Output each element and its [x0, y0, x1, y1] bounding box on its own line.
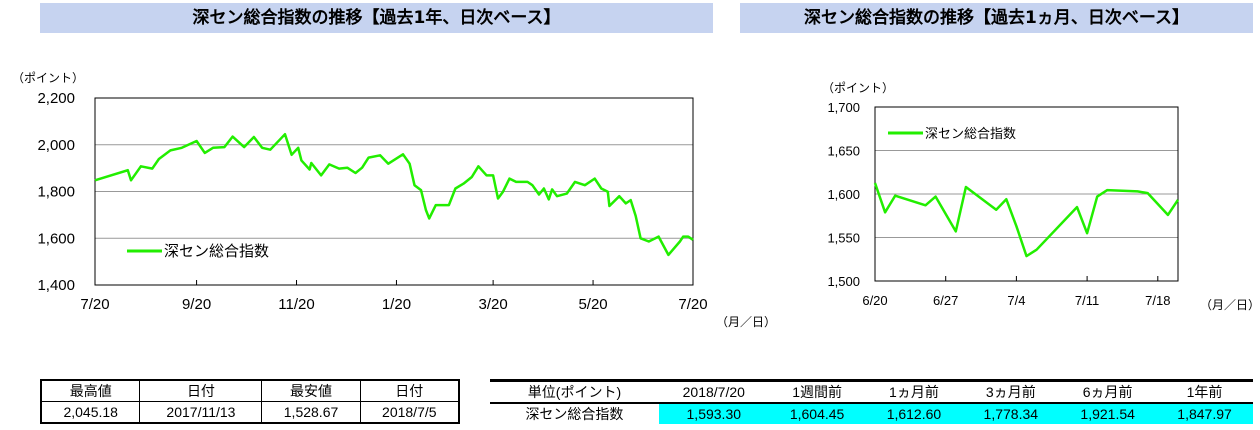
x-tick-label: 9/20 [182, 296, 211, 313]
chart2-title: 深セン総合指数の推移【過去1ヵ月、日次ベース】 [740, 3, 1253, 33]
y-tick-label: 1,400 [37, 277, 75, 294]
y-axis-label: （ポイント） [822, 81, 894, 95]
header-cell: 6ヵ月前 [1059, 380, 1157, 404]
y-tick-label: 1,500 [827, 274, 860, 289]
y-tick-label: 1,550 [827, 231, 860, 246]
x-tick-label: 1/20 [382, 296, 411, 313]
value-cell: 1,528.67 [261, 401, 361, 424]
value-cell: 1,593.30 [658, 403, 769, 424]
header-cell: 3ヵ月前 [962, 380, 1060, 404]
legend-label: 深セン総合指数 [164, 243, 269, 260]
header-cell: 1年前 [1156, 380, 1253, 404]
value-cell: 2017/11/13 [139, 401, 263, 424]
y-tick-label: 1,600 [37, 230, 75, 247]
header-cell: 2018/7/20 [658, 380, 769, 404]
row-label: 深セン総合指数 [525, 406, 624, 422]
y-tick-label: 1,800 [37, 184, 75, 201]
y-tick-label: 1,700 [827, 100, 860, 115]
x-tick-label: 3/20 [479, 296, 508, 313]
y-tick-label: 1,600 [827, 187, 860, 202]
y-tick-label: 2,000 [37, 137, 75, 154]
x-axis-label: （月／日） [716, 315, 776, 329]
x-tick-label: 6/27 [933, 293, 958, 308]
x-tick-label: 7/20 [80, 296, 109, 313]
x-tick-label: 7/11 [1075, 293, 1099, 308]
x-tick-label: 7/4 [1007, 293, 1025, 308]
header-cell: 1週間前 [768, 380, 866, 404]
header-cell: 単位(ポイント) [490, 380, 659, 404]
y-tick-label: 1,650 [827, 144, 860, 159]
header-cell: 日付 [359, 379, 460, 402]
value-cell: 1,612.60 [865, 403, 963, 424]
x-tick-label: 6/20 [862, 293, 887, 308]
comparison-table: 単位(ポイント) 2018/7/20 1週間前 1ヵ月前 3ヵ月前 6ヵ月前 1… [490, 379, 1253, 424]
high-low-table: 最高値 日付 最安値 日付 2,045.18 2017/11/13 1,528.… [40, 379, 460, 424]
charts-canvas: 1,400 1,600 1,800 2,000 2,200 7/20 9/20 11/20 1/… [12, 71, 1260, 329]
legend-label: 深セン総合指数 [925, 126, 1016, 141]
x-tick-label: 7/20 [678, 296, 707, 313]
series-line [94, 132, 694, 257]
x-axis-label: （月／日） [1200, 298, 1260, 312]
series-line [873, 182, 1180, 258]
y-tick-label: 2,200 [37, 90, 75, 107]
value-cell: 1,847.97 [1156, 403, 1253, 424]
value-cell: 1,604.45 [768, 403, 866, 424]
value-cell: 1,778.34 [962, 403, 1060, 424]
header-cell: 最高値 [40, 379, 141, 402]
plot-frame [94, 97, 694, 286]
x-tick-label: 11/20 [278, 296, 314, 313]
x-tick-label: 7/18 [1145, 293, 1170, 308]
value-cell: 1,921.54 [1059, 403, 1157, 424]
y-axis-label: （ポイント） [12, 71, 84, 85]
header-cell: 日付 [139, 379, 263, 402]
header-cell: 1ヵ月前 [865, 380, 963, 404]
value-cell: 2018/7/5 [359, 401, 460, 424]
plot-frame [874, 106, 1179, 282]
header-cell: 最安値 [261, 379, 361, 402]
chart1-title: 深セン総合指数の推移【過去1年、日次ベース】 [40, 3, 713, 33]
x-tick-label: 5/20 [578, 296, 607, 313]
value-cell: 2,045.18 [40, 401, 141, 424]
